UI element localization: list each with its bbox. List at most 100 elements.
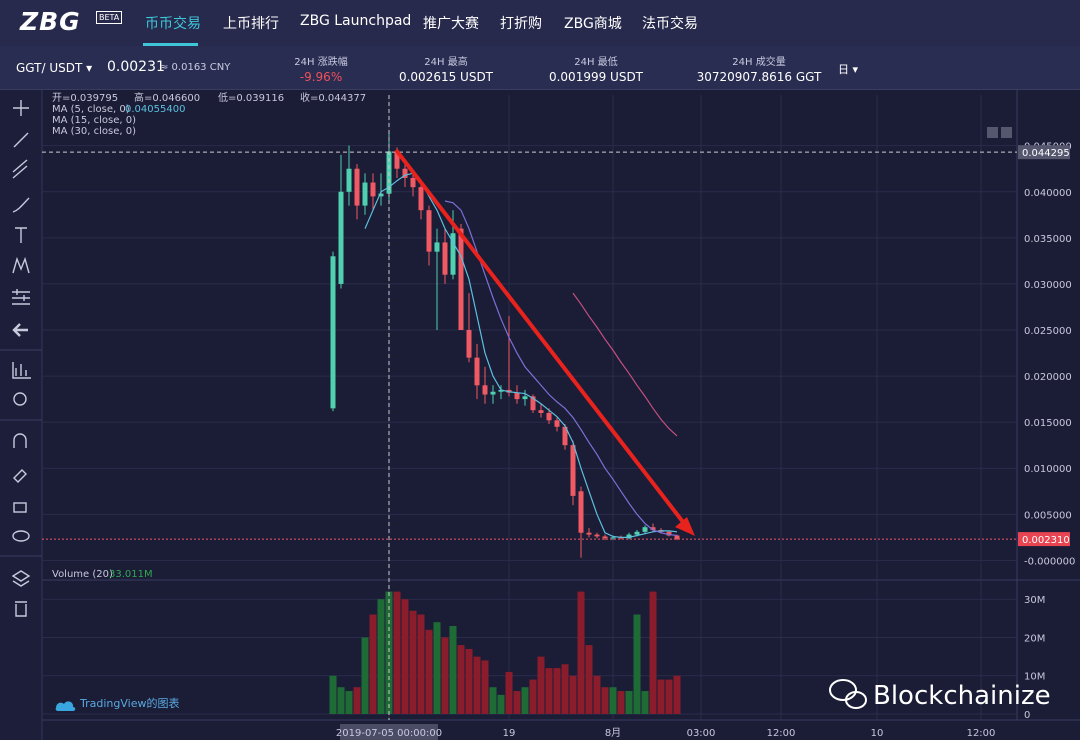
volume-bar: [537, 656, 545, 714]
candle-body: [562, 426, 568, 446]
candle-body: [450, 233, 456, 275]
volume-title: Volume (20): [52, 569, 113, 580]
volume-bar: [545, 668, 553, 714]
lock-draw-tool[interactable]: [13, 469, 27, 483]
zoom-tool[interactable]: [13, 392, 27, 406]
marks: [42, 130, 1017, 714]
trend-arrow: [394, 148, 695, 536]
magnet-tool[interactable]: [13, 433, 27, 448]
volume-bar: [481, 660, 489, 714]
logo[interactable]: ZBG: [20, 7, 81, 36]
interval-selector[interactable]: 日 ▾: [838, 63, 859, 76]
volume-bar: [489, 687, 497, 714]
volume-bar: [417, 614, 425, 714]
candle-body: [578, 491, 584, 533]
candle-body: [402, 168, 408, 178]
volume-bar: [673, 675, 681, 714]
y-tick-label: 0.015000: [1024, 418, 1072, 429]
toolbar-icons[interactable]: [11, 100, 31, 617]
candle-body: [554, 420, 560, 427]
fib-tool[interactable]: [12, 289, 30, 305]
grid: [42, 95, 1017, 720]
y-tick-label: 0.035000: [1024, 234, 1072, 245]
x-tick-label: 19: [503, 728, 516, 739]
stat-value: 0.001999 USDT: [548, 70, 644, 84]
brush-tool[interactable]: [12, 197, 30, 213]
candle-body: [362, 182, 368, 206]
ticker-bar: GGT/ USDT ▾ 0.00231 ≈ 0.0163 CNY 24H 涨跌幅…: [0, 46, 1080, 90]
channel-tool[interactable]: [12, 159, 28, 179]
candle-body: [634, 531, 640, 535]
pattern-tool[interactable]: [12, 256, 30, 274]
volume-bar: [649, 591, 657, 714]
legend-value: 0.04055400: [125, 104, 185, 115]
candle-body: [642, 527, 648, 532]
stat-label: 24H 涨跌幅: [294, 57, 348, 68]
stat-value: 0.002615 USDT: [398, 70, 494, 84]
line-tool[interactable]: [13, 132, 29, 148]
x-tick-label: 10: [871, 728, 884, 739]
last-price-label: 0.002310: [1022, 535, 1070, 546]
x-tick-label: 8月: [605, 727, 621, 739]
stat: 24H 成交量 30720907.8616 GGT: [679, 53, 839, 84]
measure-tool[interactable]: [12, 362, 31, 379]
nav-item[interactable]: 推广大赛: [423, 16, 479, 32]
stat-label: 24H 成交量: [732, 57, 786, 68]
pane-button[interactable]: [1001, 127, 1012, 138]
candle-body: [410, 177, 416, 188]
volume-bar: [385, 591, 393, 714]
nav-item[interactable]: 币币交易: [145, 16, 201, 32]
volume-bar: [521, 687, 529, 714]
legend-entry: MA (5, close, 0): [52, 104, 130, 115]
trash-tool[interactable]: [15, 601, 27, 617]
nav-item[interactable]: ZBG商城: [564, 16, 622, 32]
candle-body: [498, 389, 504, 392]
stat: 24H 涨跌幅 -9.96%: [241, 53, 401, 84]
y-tick-label: 0.020000: [1024, 372, 1072, 383]
pair-selector[interactable]: GGT/ USDT ▾: [16, 61, 93, 75]
cross-tool[interactable]: [13, 100, 29, 116]
volume-bar: [585, 645, 593, 714]
candle-body: [530, 396, 536, 411]
ohlc-high: 高=0.046600: [134, 91, 200, 104]
pane-button[interactable]: [987, 127, 998, 138]
x-tick-label: 12:00: [767, 728, 796, 739]
layers-tool[interactable]: [11, 570, 31, 587]
candle-body: [490, 391, 496, 395]
volume-bar: [593, 675, 601, 714]
volume-bar: [337, 687, 345, 714]
volume-bar: [505, 671, 513, 714]
nav-item[interactable]: ZBG Launchpad: [300, 13, 412, 29]
toolbar: [0, 90, 42, 740]
crosshair-price-box: [1018, 145, 1070, 160]
candle-body: [570, 445, 576, 496]
candle-body: [442, 242, 448, 275]
text-tool[interactable]: [15, 227, 27, 243]
nav-item[interactable]: 打折购: [500, 16, 542, 32]
volume-bar: [473, 656, 481, 714]
volume-bar: [609, 687, 617, 714]
volume-bar: [625, 691, 633, 714]
candle-body: [650, 527, 656, 530]
volume-bar: [449, 626, 457, 714]
y-tick-label: 0.010000: [1024, 464, 1072, 475]
nav-item[interactable]: 上币排行: [223, 16, 279, 32]
stat-label: 24H 最高: [424, 57, 468, 68]
eye-tool[interactable]: [12, 530, 30, 542]
candle-body: [330, 256, 336, 409]
last-price-box: [1018, 532, 1070, 547]
tradingview-logo: [55, 701, 76, 711]
candle-body: [610, 537, 616, 539]
volume-bar: [393, 591, 401, 714]
candle-body: [594, 534, 600, 537]
crosshair-price-label: 0.044295: [1022, 148, 1070, 159]
volume-bar: [345, 691, 353, 714]
candle-body: [586, 532, 592, 535]
back-tool[interactable]: [12, 323, 28, 337]
lock-tool[interactable]: [13, 502, 27, 513]
candle-body: [378, 193, 384, 197]
volume-bar: [553, 668, 561, 714]
y-tick-label: 0.005000: [1024, 510, 1072, 521]
nav-item[interactable]: 法币交易: [642, 16, 698, 32]
x-tick-label: 03:00: [687, 728, 716, 739]
